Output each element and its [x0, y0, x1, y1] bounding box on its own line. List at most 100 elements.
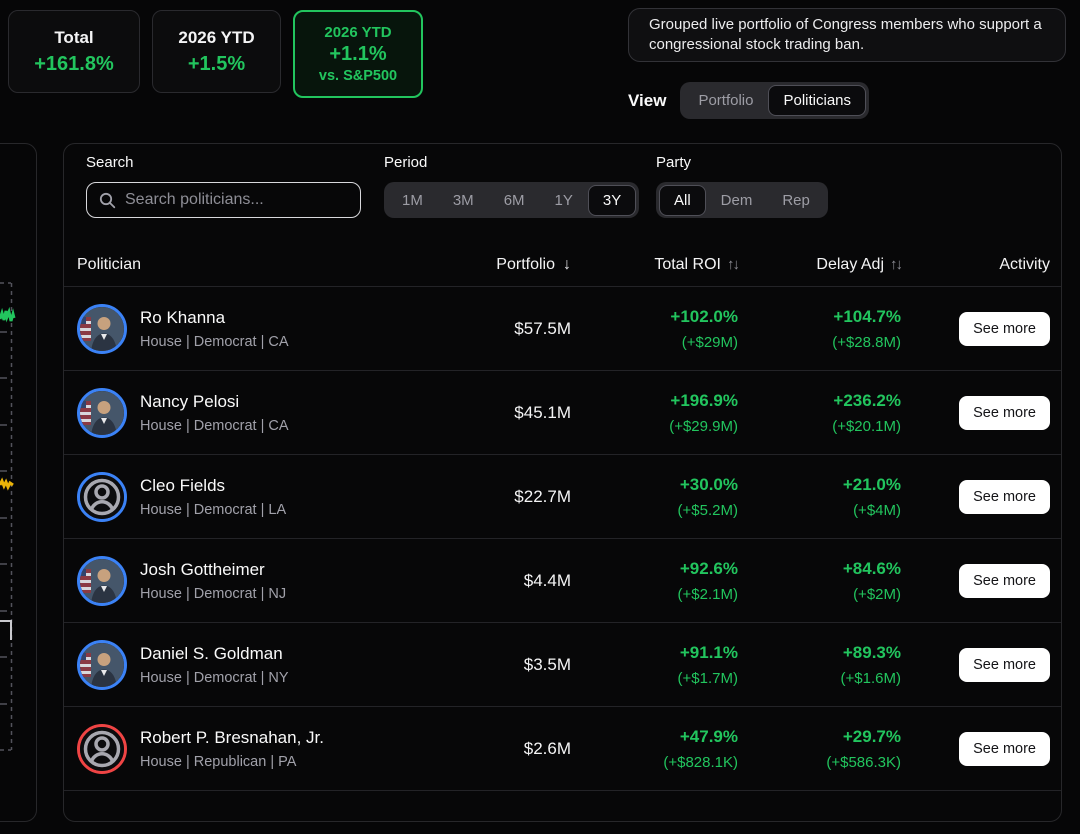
header-delay-adj-label: Delay Adj [816, 256, 884, 273]
period-label: Period [384, 154, 428, 171]
delay-adj-pct: +29.7% [842, 726, 901, 746]
portfolio-value: $57.5M [514, 318, 571, 338]
politician-meta: House | Democrat | LA [140, 501, 287, 518]
header-total-roi[interactable]: Total ROI ↑↓ [571, 256, 740, 274]
see-more-button[interactable]: See more [959, 395, 1050, 430]
avatar [77, 639, 127, 690]
total-roi-cell: +196.9% (+$29.9M) [571, 391, 738, 435]
view-option-politicians[interactable]: Politicians [768, 85, 866, 116]
stat-label: 2026 YTD [324, 24, 392, 41]
period-option-1m[interactable]: 1M [402, 191, 423, 209]
green-trace [0, 306, 16, 323]
delay-adj-amt: (+$1.6M) [840, 669, 901, 687]
stat-card-ytd-vs-sp500[interactable]: 2026 YTD +1.1% vs. S&P500 [293, 10, 423, 98]
view-option-portfolio[interactable]: Portfolio [698, 92, 754, 109]
see-more-button[interactable]: See more [959, 479, 1050, 514]
total-roi-pct: +30.0% [679, 474, 738, 494]
header-portfolio[interactable]: Portfolio ↓ [451, 256, 571, 274]
view-label: View [628, 90, 667, 110]
politician-info: Cleo Fields House | Democrat | LA [140, 476, 286, 518]
axis-ticks [0, 331, 7, 705]
total-roi-cell: +30.0% (+$5.2M) [571, 475, 738, 519]
left-chart-panel [0, 143, 37, 822]
avatar [77, 555, 127, 606]
period-option-3y[interactable]: 3Y [587, 184, 637, 216]
portfolio-value: $3.5M [523, 654, 571, 674]
stat-sublabel: vs. S&P500 [318, 68, 398, 84]
total-roi-pct: +92.6% [679, 558, 738, 578]
politician-info: Josh Gottheimer House | Democrat | NJ [140, 560, 286, 602]
sort-both-icon: ↑↓ [890, 256, 903, 273]
portfolio-value: $22.7M [514, 486, 571, 506]
activity-cell: See more [901, 647, 1050, 682]
total-roi-pct: +102.0% [670, 306, 738, 326]
header-total-roi-label: Total ROI [654, 256, 721, 273]
view-toggle-row: View Portfolio Politicians [628, 82, 869, 119]
search-icon [99, 192, 116, 208]
see-more-button[interactable]: See more [959, 311, 1050, 346]
total-roi-pct: +47.9% [679, 726, 738, 746]
politician-name: Daniel S. Goldman [140, 643, 283, 663]
period-segmented-control: 1M 3M 6M 1Y 3Y [384, 182, 640, 218]
sort-both-icon: ↑↓ [727, 256, 740, 273]
party-option-rep[interactable]: Rep [782, 191, 810, 209]
delay-adj-amt: (+$4M) [853, 501, 901, 519]
total-roi-cell: +47.9% (+$828.1K) [571, 727, 738, 771]
delay-adj-amt: (+$2M) [853, 585, 901, 603]
portrait-photo [80, 306, 124, 351]
see-more-button[interactable]: See more [959, 731, 1050, 766]
table-row: Josh Gottheimer House | Democrat | NJ $4… [64, 539, 1061, 623]
politician-info: Ro Khanna House | Democrat | CA [140, 308, 289, 350]
politician-meta: House | Democrat | CA [140, 333, 289, 350]
table-body: Ro Khanna House | Democrat | CA $57.5M +… [64, 287, 1061, 791]
search-input[interactable] [125, 191, 348, 209]
party-option-dem[interactable]: Dem [720, 191, 753, 209]
table-row: Robert P. Bresnahan, Jr. House | Republi… [64, 707, 1061, 791]
total-roi-amt: (+$828.1K) [663, 753, 738, 771]
header-activity: Activity [999, 256, 1050, 273]
portrait-photo [80, 558, 124, 603]
stat-card-total[interactable]: Total +161.8% [8, 10, 140, 93]
politician-cell: Robert P. Bresnahan, Jr. House | Republi… [77, 723, 451, 774]
portrait-photo [80, 642, 124, 687]
stat-value: +1.1% [329, 43, 387, 65]
activity-cell: See more [901, 563, 1050, 598]
header-delay-adj[interactable]: Delay Adj ↑↓ [738, 256, 903, 274]
see-more-button[interactable]: See more [959, 563, 1050, 598]
politician-meta: House | Democrat | NJ [140, 585, 287, 602]
politician-cell: Cleo Fields House | Democrat | LA [77, 471, 451, 522]
yellow-trace [0, 477, 14, 491]
delay-adj-cell: +236.2% (+$20.1M) [738, 391, 901, 435]
header-politician: Politician [77, 256, 142, 273]
delay-adj-cell: +104.7% (+$28.8M) [738, 307, 901, 351]
header-portfolio-label: Portfolio [496, 256, 555, 273]
period-option-1y[interactable]: 1Y [554, 191, 573, 209]
total-roi-cell: +92.6% (+$2.1M) [571, 559, 738, 603]
activity-cell: See more [901, 479, 1050, 514]
politician-cell: Daniel S. Goldman House | Democrat | NY [77, 639, 451, 690]
avatar [77, 387, 127, 438]
stat-value: +161.8% [34, 52, 114, 75]
politician-meta: House | Democrat | NY [140, 669, 289, 686]
portfolio-value: $45.1M [514, 402, 571, 422]
search-field[interactable] [86, 182, 361, 218]
see-more-button[interactable]: See more [959, 647, 1050, 682]
party-option-all[interactable]: All [659, 184, 706, 216]
table-row: Nancy Pelosi House | Democrat | CA $45.1… [64, 371, 1061, 455]
total-roi-amt: (+$29.9M) [669, 417, 738, 435]
politician-cell: Ro Khanna House | Democrat | CA [77, 303, 451, 354]
total-roi-cell: +102.0% (+$29M) [571, 307, 738, 351]
left-chart-preview [0, 282, 16, 751]
activity-cell: See more [901, 395, 1050, 430]
stat-label: Total [54, 27, 94, 47]
period-option-3m[interactable]: 3M [452, 191, 474, 209]
delay-adj-pct: +104.7% [833, 306, 901, 326]
portfolio-value: $2.6M [523, 738, 571, 758]
stat-card-ytd[interactable]: 2026 YTD +1.5% [152, 10, 281, 93]
period-option-6m[interactable]: 6M [503, 191, 525, 209]
total-roi-amt: (+$29M) [681, 333, 738, 351]
politician-info: Daniel S. Goldman House | Democrat | NY [140, 644, 289, 686]
politician-name: Josh Gottheimer [140, 559, 265, 579]
total-roi-pct: +196.9% [670, 390, 738, 410]
view-segmented-control: Portfolio Politicians [680, 82, 869, 119]
